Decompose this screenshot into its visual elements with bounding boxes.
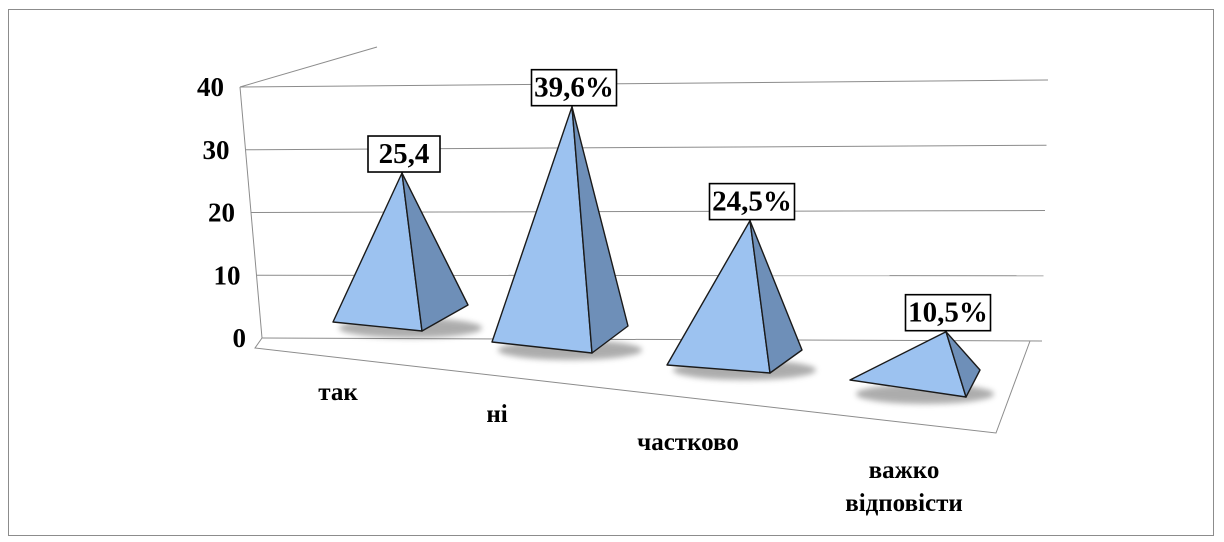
y-tick-label: 20 (208, 198, 235, 228)
y-tick-label: 40 (197, 72, 224, 102)
floor-outline (254, 337, 1031, 434)
data-label: 24,5% (712, 186, 792, 218)
y-tick-label: 10 (214, 260, 241, 290)
data-label-box (904, 293, 992, 332)
chart-labels: 25,4 39,6% 24,5% 10,5% так ні частково важко від… (318, 68, 992, 517)
x-category-label: ні (486, 401, 507, 428)
x-category-label-line: відповісти (845, 490, 963, 517)
data-label-box (530, 68, 618, 107)
data-label-box (367, 135, 441, 173)
gridline (245, 144, 1047, 151)
gridline (250, 210, 1046, 213)
gridline (239, 79, 1049, 88)
data-label: 39,6% (534, 72, 614, 104)
pyramid-side-face (571, 105, 629, 354)
data-label-box (708, 182, 796, 221)
x-category-label-line: так (318, 379, 358, 406)
y-tick-label: 0 (233, 323, 247, 353)
x-category-label: частково (637, 429, 739, 456)
x-category-label: так (318, 379, 358, 406)
left-wall-top (239, 46, 378, 88)
pyramid-side-face (945, 330, 981, 398)
x-category-label-line: ні (486, 401, 507, 428)
pyramid-side-face (401, 172, 469, 332)
x-category-label-line: важко (869, 457, 940, 484)
left-wall-edge (239, 86, 263, 339)
gridline (261, 337, 1043, 342)
x-category-label-line: частково (637, 429, 739, 456)
data-label: 25,4 (379, 138, 430, 170)
data-label: 10,5% (908, 297, 988, 329)
pyramid-side-face (749, 219, 803, 374)
y-tick-label: 30 (203, 135, 230, 165)
chart-bars (332, 105, 981, 398)
x-category-label: важко відповісти (845, 457, 963, 517)
